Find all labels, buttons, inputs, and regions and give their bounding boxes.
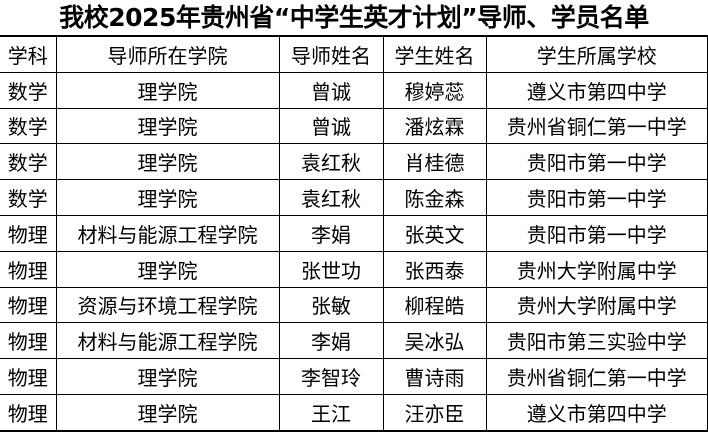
student-school-cell: 贵阳市第一中学 (485, 143, 708, 181)
table-row: 数学 理学院 曾诚 潘炫霖 贵州省铜仁第一中学 (0, 107, 708, 145)
table-row: 物理 理学院 王江 汪亦臣 遵义市第四中学 (0, 393, 708, 432)
mentor-college-cell: 理学院 (55, 107, 280, 145)
mentor-name-cell: 张世功 (278, 250, 384, 288)
student-name-cell: 穆婷蕊 (382, 71, 487, 109)
student-school-cell: 贵州省铜仁第一中学 (485, 107, 708, 145)
student-name-cell: 吴冰弘 (382, 322, 487, 360)
mentor-name-cell: 李娟 (278, 322, 384, 360)
subject-cell: 物理 (0, 286, 57, 324)
student-school-cell: 贵阳市第一中学 (485, 214, 708, 252)
mentor-student-table: 学科 导师所在学院 导师姓名 学生姓名 学生所属学校 数学 理学院 曾诚 穆婷蕊 遵义市… (0, 35, 708, 432)
subject-cell: 物理 (0, 322, 57, 360)
table-row: 物理 资源与环境工程学院 张敏 柳程皓 贵州大学附属中学 (0, 286, 708, 324)
mentor-name-cell: 王江 (278, 393, 384, 432)
mentor-name-cell: 曾诚 (278, 71, 384, 109)
student-name-cell: 张西泰 (382, 250, 487, 288)
subject-cell: 物理 (0, 214, 57, 252)
student-name-cell: 陈金森 (382, 179, 487, 216)
mentor-name-cell: 李娟 (278, 214, 384, 252)
mentor-name-cell: 袁红秋 (278, 143, 384, 181)
subject-cell: 物理 (0, 393, 57, 432)
student-school-cell: 遵义市第四中学 (485, 393, 708, 432)
table-row: 物理 材料与能源工程学院 李娟 吴冰弘 贵阳市第三实验中学 (0, 322, 708, 360)
subject-cell: 物理 (0, 358, 57, 395)
student-school-cell: 贵阳市第一中学 (485, 179, 708, 216)
student-name-cell: 柳程皓 (382, 286, 487, 324)
table-row: 物理 理学院 李智玲 曹诗雨 贵州省铜仁第一中学 (0, 358, 708, 395)
table-row: 数学 理学院 袁红秋 肖桂德 贵阳市第一中学 (0, 143, 708, 181)
table-row: 数学 理学院 曾诚 穆婷蕊 遵义市第四中学 (0, 71, 708, 109)
mentor-college-cell: 理学院 (55, 143, 280, 181)
mentor-college-cell: 理学院 (55, 358, 280, 395)
table-row: 数学 理学院 袁红秋 陈金森 贵阳市第一中学 (0, 179, 708, 216)
mentor-name-cell: 李智玲 (278, 358, 384, 395)
mentor-college-cell: 材料与能源工程学院 (55, 214, 280, 252)
student-name-cell: 曹诗雨 (382, 358, 487, 395)
header-student-name: 学生姓名 (382, 35, 487, 73)
student-name-cell: 汪亦臣 (382, 393, 487, 432)
mentor-college-cell: 理学院 (55, 393, 280, 432)
table-row: 物理 理学院 张世功 张西泰 贵州大学附属中学 (0, 250, 708, 288)
header-mentor-name: 导师姓名 (278, 35, 384, 73)
student-school-cell: 贵州大学附属中学 (485, 286, 708, 324)
mentor-college-cell: 理学院 (55, 71, 280, 109)
subject-cell: 数学 (0, 107, 57, 145)
subject-cell: 数学 (0, 179, 57, 216)
student-school-cell: 贵州大学附属中学 (485, 250, 708, 288)
subject-cell: 物理 (0, 250, 57, 288)
table-row: 物理 材料与能源工程学院 李娟 张英文 贵阳市第一中学 (0, 214, 708, 252)
student-school-cell: 遵义市第四中学 (485, 71, 708, 109)
subject-cell: 数学 (0, 143, 57, 181)
mentor-name-cell: 曾诚 (278, 107, 384, 145)
mentor-name-cell: 张敏 (278, 286, 384, 324)
mentor-college-cell: 理学院 (55, 250, 280, 288)
header-subject: 学科 (0, 35, 57, 73)
mentor-college-cell: 理学院 (55, 179, 280, 216)
header-row: 学科 导师所在学院 导师姓名 学生姓名 学生所属学校 (0, 35, 708, 73)
mentor-college-cell: 材料与能源工程学院 (55, 322, 280, 360)
student-name-cell: 肖桂德 (382, 143, 487, 181)
document-title: 我校2025年贵州省“中学生英才计划”导师、学员名单 (59, 3, 649, 32)
student-name-cell: 潘炫霖 (382, 107, 487, 145)
mentor-college-cell: 资源与环境工程学院 (55, 286, 280, 324)
student-school-cell: 贵州省铜仁第一中学 (485, 358, 708, 395)
student-name-cell: 张英文 (382, 214, 487, 252)
header-student-school: 学生所属学校 (485, 35, 708, 73)
mentor-name-cell: 袁红秋 (278, 179, 384, 216)
subject-cell: 数学 (0, 71, 57, 109)
header-mentor-college: 导师所在学院 (55, 35, 280, 73)
student-school-cell: 贵阳市第三实验中学 (485, 322, 708, 360)
